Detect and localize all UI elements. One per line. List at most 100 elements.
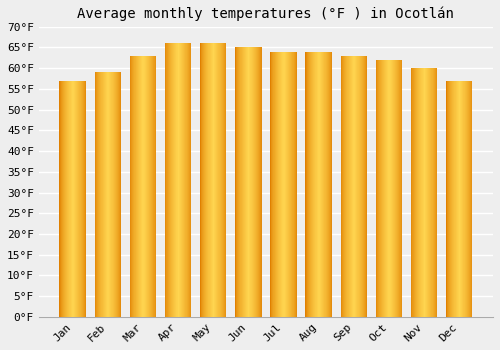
Bar bbox=[396, 60, 397, 317]
Bar bbox=[318, 52, 319, 317]
Bar bbox=[384, 60, 385, 317]
Bar bbox=[275, 52, 276, 317]
Bar bbox=[423, 68, 424, 317]
Bar bbox=[450, 80, 451, 317]
Bar bbox=[71, 80, 72, 317]
Bar bbox=[307, 52, 308, 317]
Bar bbox=[219, 43, 220, 317]
Bar bbox=[151, 56, 152, 317]
Bar bbox=[380, 60, 381, 317]
Bar bbox=[462, 80, 463, 317]
Bar bbox=[306, 52, 307, 317]
Bar bbox=[213, 43, 214, 317]
Bar bbox=[347, 56, 348, 317]
Bar bbox=[468, 80, 469, 317]
Bar bbox=[74, 80, 76, 317]
Bar bbox=[453, 80, 454, 317]
Bar bbox=[154, 56, 155, 317]
Bar bbox=[170, 43, 171, 317]
Bar bbox=[399, 60, 400, 317]
Bar bbox=[261, 48, 262, 317]
Bar bbox=[279, 52, 280, 317]
Bar bbox=[425, 68, 426, 317]
Bar bbox=[322, 52, 323, 317]
Bar bbox=[285, 52, 286, 317]
Bar bbox=[255, 48, 256, 317]
Bar bbox=[189, 43, 190, 317]
Bar bbox=[328, 52, 329, 317]
Bar bbox=[188, 43, 189, 317]
Bar bbox=[152, 56, 153, 317]
Bar bbox=[155, 56, 156, 317]
Bar bbox=[248, 48, 249, 317]
Bar bbox=[207, 43, 208, 317]
Bar bbox=[346, 56, 347, 317]
Bar bbox=[424, 68, 425, 317]
Bar bbox=[140, 56, 141, 317]
Bar bbox=[62, 80, 63, 317]
Bar bbox=[204, 43, 205, 317]
Bar bbox=[446, 80, 447, 317]
Bar bbox=[277, 52, 278, 317]
Bar bbox=[447, 80, 448, 317]
Bar bbox=[388, 60, 389, 317]
Bar bbox=[98, 72, 99, 317]
Bar bbox=[340, 56, 341, 317]
Bar bbox=[202, 43, 203, 317]
Bar bbox=[321, 52, 322, 317]
Bar bbox=[357, 56, 358, 317]
Bar bbox=[78, 80, 79, 317]
Bar bbox=[434, 68, 435, 317]
Bar bbox=[400, 60, 401, 317]
Bar bbox=[432, 68, 433, 317]
Bar bbox=[426, 68, 427, 317]
Bar bbox=[244, 48, 245, 317]
Bar bbox=[256, 48, 257, 317]
Bar bbox=[461, 80, 462, 317]
Bar bbox=[382, 60, 383, 317]
Bar bbox=[238, 48, 239, 317]
Bar bbox=[330, 52, 331, 317]
Bar bbox=[260, 48, 261, 317]
Bar bbox=[416, 68, 417, 317]
Bar bbox=[85, 80, 86, 317]
Bar bbox=[100, 72, 101, 317]
Bar bbox=[216, 43, 217, 317]
Bar bbox=[67, 80, 68, 317]
Bar bbox=[153, 56, 154, 317]
Bar bbox=[254, 48, 255, 317]
Bar bbox=[427, 68, 428, 317]
Bar bbox=[392, 60, 393, 317]
Bar bbox=[381, 60, 382, 317]
Bar bbox=[250, 48, 251, 317]
Bar bbox=[241, 48, 242, 317]
Bar bbox=[316, 52, 317, 317]
Bar bbox=[181, 43, 182, 317]
Bar bbox=[143, 56, 144, 317]
Bar bbox=[420, 68, 421, 317]
Bar bbox=[138, 56, 139, 317]
Bar bbox=[431, 68, 432, 317]
Bar bbox=[457, 80, 458, 317]
Bar bbox=[247, 48, 248, 317]
Bar bbox=[293, 52, 294, 317]
Bar bbox=[417, 68, 418, 317]
Bar bbox=[223, 43, 224, 317]
Bar bbox=[109, 72, 110, 317]
Bar bbox=[354, 56, 355, 317]
Bar bbox=[352, 56, 354, 317]
Bar bbox=[215, 43, 216, 317]
Bar bbox=[96, 72, 97, 317]
Bar bbox=[273, 52, 274, 317]
Bar bbox=[245, 48, 246, 317]
Bar bbox=[183, 43, 184, 317]
Bar bbox=[356, 56, 357, 317]
Bar bbox=[221, 43, 222, 317]
Bar bbox=[386, 60, 387, 317]
Bar bbox=[218, 43, 219, 317]
Bar bbox=[456, 80, 457, 317]
Bar bbox=[411, 68, 412, 317]
Bar bbox=[412, 68, 413, 317]
Bar bbox=[205, 43, 206, 317]
Bar bbox=[251, 48, 252, 317]
